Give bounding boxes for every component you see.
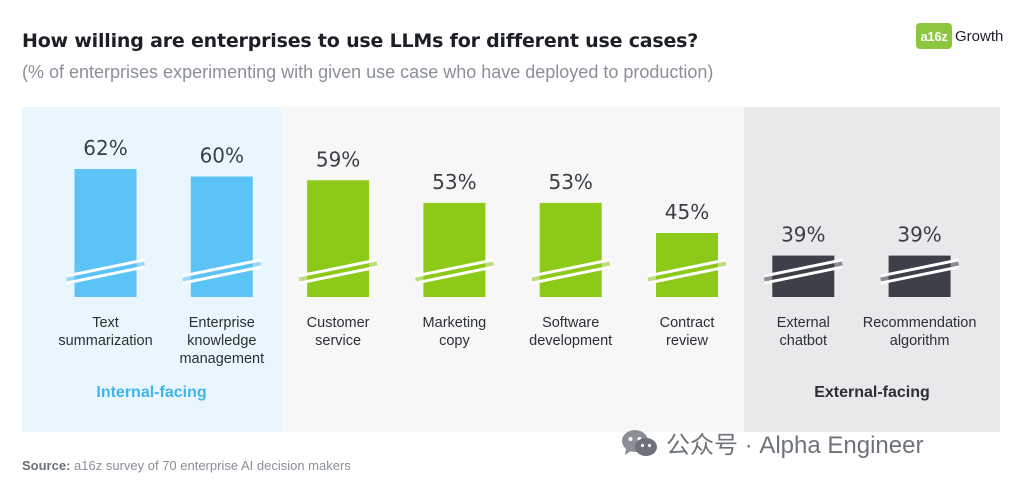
value-label-3: 53% <box>432 170 476 194</box>
axis-break-gap-5-0 <box>647 258 727 278</box>
source-text: a16z survey of 70 enterprise AI decision… <box>74 458 351 473</box>
axis-break-2 <box>298 261 378 282</box>
category-label-2: Customer service <box>306 315 370 349</box>
axis-break-7 <box>880 261 960 282</box>
bar-3 <box>423 202 486 297</box>
category-label-3: Marketing copy <box>422 315 487 349</box>
axis-break-gap-3-1 <box>415 265 494 285</box>
bar-chart: 62% 60% 59% 53% 53% 45% 39% 39% <box>66 136 960 297</box>
value-label-4: 53% <box>548 170 592 194</box>
chart-panel: 62% 60% 59% 53% 53% 45% 39% 39% Text summarizat… <box>22 107 1000 432</box>
category-label-5: Contract review <box>659 315 715 349</box>
watermark: 公众号 · Alpha Engineer <box>620 425 923 460</box>
logo-text: Growth <box>955 27 1004 45</box>
category-label-1: Enterprise knowledge management <box>179 315 265 367</box>
source-note: Source: a16z survey of 70 enterprise AI … <box>22 458 351 473</box>
axis-break-4 <box>531 261 611 282</box>
value-label-5: 45% <box>665 200 709 224</box>
chart-title: How willing are enterprises to use LLMs … <box>22 30 699 52</box>
axis-break-gap-7-0 <box>880 258 959 278</box>
axis-break-6 <box>763 261 843 282</box>
axis-break-0 <box>66 261 145 282</box>
group-label-external: External-facing <box>814 384 930 401</box>
value-label-1: 60% <box>200 144 244 168</box>
axis-break-gap-0-1 <box>66 265 145 285</box>
axis-break-3 <box>414 261 494 282</box>
axis-break-gap-4-0 <box>531 258 611 278</box>
axis-break-gap-3-0 <box>415 258 494 278</box>
watermark-text: 公众号 · Alpha Engineer <box>666 432 924 459</box>
category-label-7: Recommendation algorithm <box>862 315 977 349</box>
axis-break-gap-6-1 <box>763 265 843 285</box>
wechat-icon <box>622 429 657 456</box>
axis-break-gap-4-1 <box>531 265 611 285</box>
value-label-0: 62% <box>83 136 127 160</box>
category-label-6: External chatbot <box>776 315 830 349</box>
chart-subtitle: (% of enterprises experimenting with giv… <box>22 62 714 82</box>
axis-break-gap-6-0 <box>763 258 843 278</box>
category-label-4: Software development <box>529 315 613 349</box>
axis-break-1 <box>182 261 262 282</box>
source-label: Source: <box>22 458 71 473</box>
group-label-internal: Internal-facing <box>96 384 207 401</box>
category-label-0: Text summarization <box>58 315 153 349</box>
value-label-7: 39% <box>897 223 941 247</box>
axis-break-gap-1-1 <box>182 265 262 285</box>
bar-4 <box>539 202 602 297</box>
axis-break-5 <box>647 261 727 282</box>
axis-break-gap-0-0 <box>66 258 145 278</box>
axis-break-gap-2-1 <box>298 265 378 285</box>
a16z-growth-logo: a16z Growth <box>916 22 1003 50</box>
axis-break-gap-2-0 <box>298 258 378 278</box>
axis-break-gap-7-1 <box>880 265 959 285</box>
logo-badge: a16z <box>916 23 952 49</box>
axis-break-gap-5-1 <box>647 265 727 285</box>
value-label-2: 59% <box>316 147 360 171</box>
value-label-6: 39% <box>781 223 825 247</box>
axis-break-gap-1-0 <box>182 258 262 278</box>
